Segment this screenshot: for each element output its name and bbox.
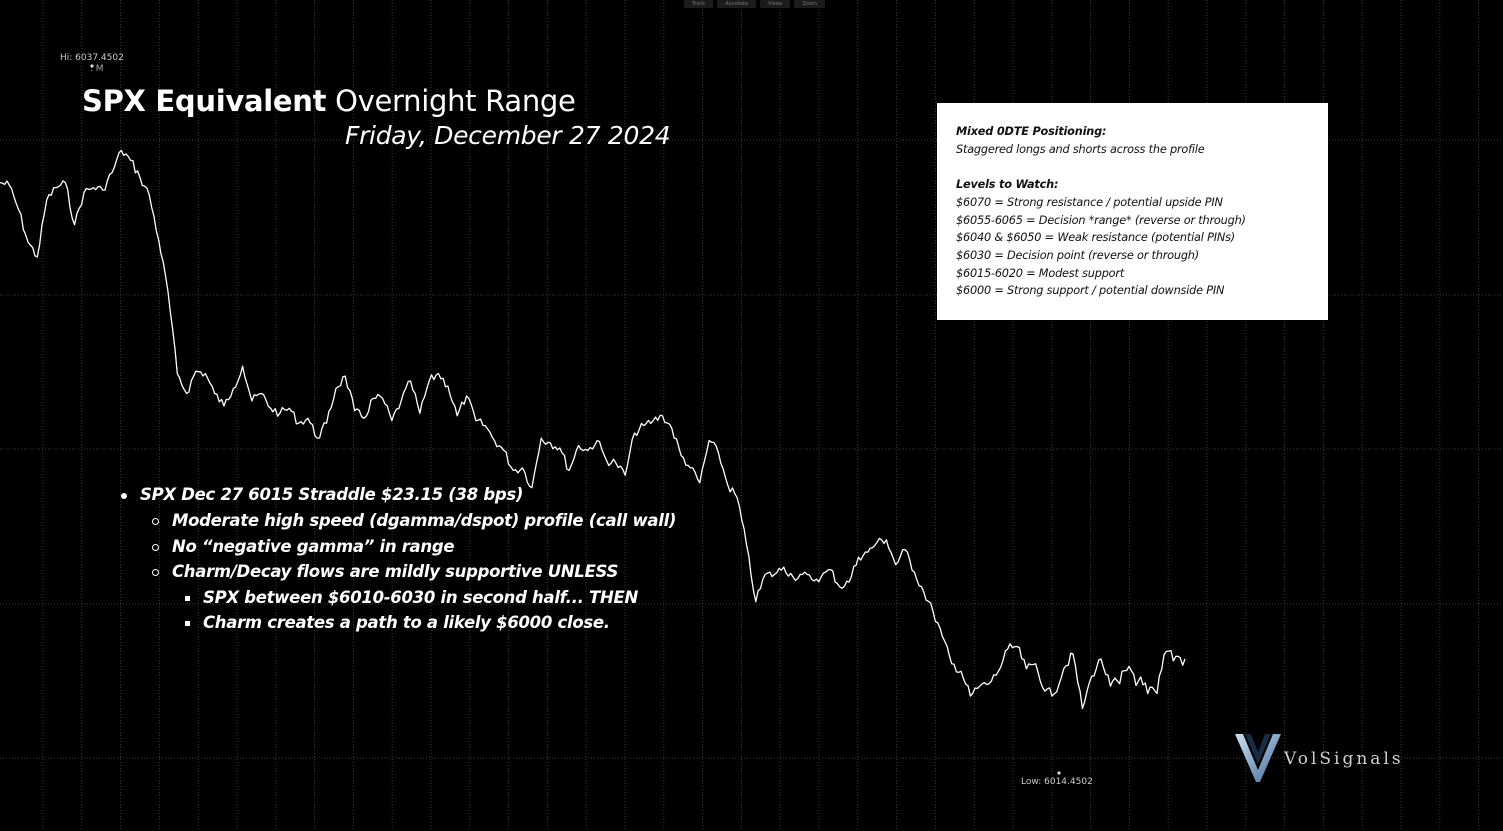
bullet-dot-icon xyxy=(121,493,127,499)
bullet-text: Moderate high speed (dgamma/dspot) profi… xyxy=(172,511,677,530)
bullet-circle-icon xyxy=(152,544,159,551)
level-item: $6030 = Decision point (reverse or throu… xyxy=(956,248,1199,262)
hi-point-marker xyxy=(90,64,94,68)
bullet-text: SPX Dec 27 6015 Straddle $23.15 (38 bps) xyxy=(140,485,524,504)
hi-label: Hi: 6037.4502 xyxy=(60,53,124,63)
info-heading-positioning: Mixed 0DTE Positioning: xyxy=(956,125,1107,138)
v-logo-icon xyxy=(1235,734,1281,782)
level-item: $6070 = Strong resistance / potential up… xyxy=(956,195,1223,209)
bullet-circle-icon xyxy=(152,569,159,576)
bullet-item: No “negative gamma” in range xyxy=(118,537,455,556)
bullet-item: SPX between $6010-6030 in second half...… xyxy=(118,588,638,607)
bullet-item: Charm creates a path to a likely $6000 c… xyxy=(118,613,610,632)
info-heading-levels: Levels to Watch: xyxy=(956,178,1059,192)
bullet-square-icon xyxy=(185,621,190,626)
logo-text: VolSignals xyxy=(1284,749,1404,769)
price-series-line xyxy=(0,149,1186,710)
toolbar-zoom-button[interactable]: Zoom xyxy=(794,0,825,8)
title-bold: SPX Equivalent xyxy=(82,84,327,118)
toolbar-track-button[interactable]: Track xyxy=(684,0,714,8)
bullet-text: No “negative gamma” in range xyxy=(172,537,455,556)
toolbar-views-button[interactable]: Views xyxy=(759,0,791,8)
chart-toolbar: Track Annotate Views Zoom xyxy=(684,0,825,8)
bullet-text: Charm/Decay flows are mildly supportive … xyxy=(172,562,619,581)
title-rest: Overnight Range xyxy=(326,84,576,118)
bullet-item: Charm/Decay flows are mildly supportive … xyxy=(118,562,618,581)
chart-title: SPX Equivalent Overnight Range xyxy=(82,84,576,118)
level-item: $6015-6020 = Modest support xyxy=(956,266,1125,280)
bullet-circle-icon xyxy=(152,518,159,525)
level-item: $6040 & $6050 = Weak resistance (potenti… xyxy=(956,231,1235,245)
bullet-text: Charm creates a path to a likely $6000 c… xyxy=(203,613,610,632)
bullet-item: Moderate high speed (dgamma/dspot) profi… xyxy=(118,511,676,530)
bullet-text: SPX between $6010-6030 in second half...… xyxy=(203,588,638,607)
toolbar-annotate-button[interactable]: Annotate xyxy=(717,0,756,8)
lo-point-marker xyxy=(1057,771,1061,775)
positioning-info-box: Mixed 0DTE Positioning: Staggered longs … xyxy=(937,103,1328,320)
low-label: Low: 6014.4502 xyxy=(1021,777,1093,787)
level-item: $6000 = Strong support / potential downs… xyxy=(956,284,1225,298)
bullet-square-icon xyxy=(185,596,190,601)
hi-marker: . M xyxy=(90,64,104,74)
bullet-item: SPX Dec 27 6015 Straddle $23.15 (38 bps) xyxy=(118,485,523,504)
info-line-positioning: Staggered longs and shorts across the pr… xyxy=(956,142,1205,156)
chart-subtitle: Friday, December 27 2024 xyxy=(345,121,671,150)
level-item: $6055-6065 = Decision *range* (reverse o… xyxy=(956,213,1246,227)
